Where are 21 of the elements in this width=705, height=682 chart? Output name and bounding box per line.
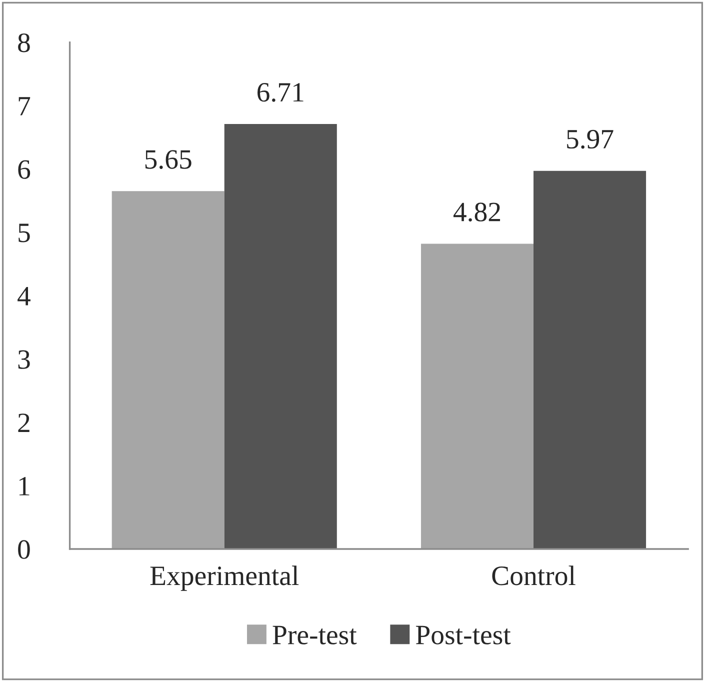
data-label: 5.97 xyxy=(567,130,614,149)
bar xyxy=(112,191,224,550)
y-tick-label: 1 xyxy=(19,476,30,496)
y-tick-label: 6 xyxy=(18,160,30,179)
y-tick-label: 4 xyxy=(18,287,30,306)
y-tick-label: 2 xyxy=(18,414,30,432)
legend-label: Pre-test xyxy=(272,626,357,644)
y-tick-label: 8 xyxy=(18,33,30,52)
y-tick-label: 7 xyxy=(18,97,30,116)
y-tick-label: 3 xyxy=(18,350,30,369)
legend-label: Post-test xyxy=(416,626,511,644)
y-tick-label: 0 xyxy=(18,540,30,559)
bar xyxy=(420,244,534,550)
bar xyxy=(534,170,646,550)
y-tick-label: 5 xyxy=(18,224,30,242)
data-label: 6.71 xyxy=(258,83,304,102)
data-label: 5.65 xyxy=(145,150,192,169)
x-tick-label: Control xyxy=(492,566,576,586)
x-tick-label: Experimental xyxy=(150,566,299,591)
data-label: 4.82 xyxy=(453,202,500,222)
bar xyxy=(224,124,337,550)
